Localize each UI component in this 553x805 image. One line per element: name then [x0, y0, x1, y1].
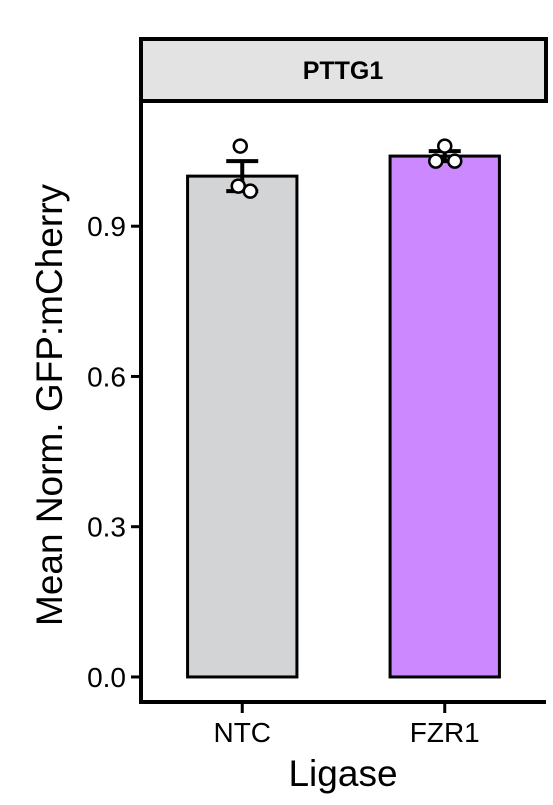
data-point	[437, 138, 453, 154]
bar-fzr1	[388, 154, 501, 679]
facet-strip	[139, 37, 548, 103]
y-axis-ticks: 0.0 0.3 0.6 0.9	[87, 211, 141, 693]
x-axis-ticks: NTC FZR1	[213, 704, 480, 748]
y-tick-label: 0.9	[87, 211, 126, 242]
x-tick-label: FZR1	[410, 717, 480, 748]
y-tick-label: 0.6	[87, 361, 126, 392]
data-point	[447, 153, 463, 169]
x-axis-title: Ligase	[288, 753, 397, 794]
y-axis-title: Mean Norm. GFP:mCherry	[29, 183, 70, 626]
bar-ntc	[186, 174, 299, 679]
y-tick-label: 0.3	[87, 512, 126, 543]
bars-group	[186, 154, 501, 679]
data-point	[242, 183, 258, 199]
data-point	[232, 138, 248, 154]
facet-title: PTTG1	[303, 57, 384, 85]
points-group	[230, 138, 463, 199]
y-tick-label: 0.0	[87, 662, 126, 693]
data-point	[428, 153, 444, 169]
x-tick-label: NTC	[213, 717, 271, 748]
